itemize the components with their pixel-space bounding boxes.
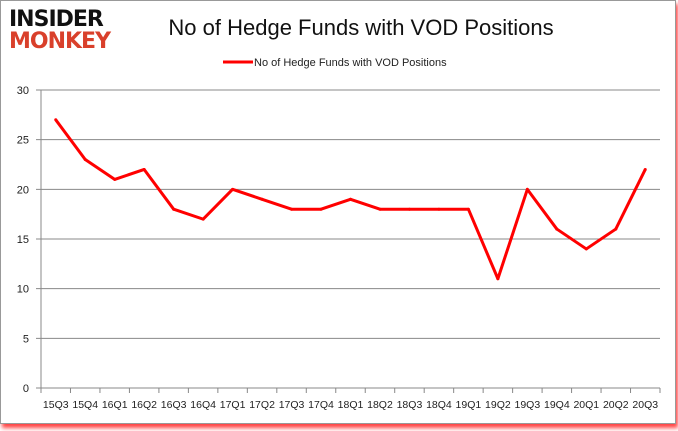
data-point [142,167,146,171]
x-tick-label: 19Q2 [485,399,511,411]
x-tick-label: 17Q4 [308,399,334,411]
data-point [201,217,205,221]
legend-label: No of Hedge Funds with VOD Positions [254,57,447,69]
y-tick-label: 30 [17,85,29,97]
line-chart: 0 5 10 15 20 25 30 15Q3 15Q4 16Q1 16Q2 16Q3 16Q4 17Q1… [17,57,661,411]
x-tick-label: 18Q1 [338,399,364,411]
x-tick-label: 20Q2 [603,399,629,411]
x-tick-label: 18Q4 [426,399,452,411]
x-tick-label: 16Q2 [131,399,157,411]
x-tick-label: 18Q3 [397,399,423,411]
data-point [319,207,323,211]
y-tick-label: 20 [17,184,29,196]
data-point [290,207,294,211]
chart-title: No of Hedge Funds with VOD Positions [168,15,554,40]
data-point [231,187,235,191]
data-point [260,197,264,201]
x-tick-label: 19Q4 [544,399,570,411]
logo-line1: INSIDER [9,7,104,32]
x-tick-label: 15Q4 [72,399,98,411]
x-tick-label: 16Q4 [190,399,216,411]
data-point [83,158,87,162]
x-tick-label: 20Q3 [632,399,658,411]
y-tick-label: 0 [23,383,29,395]
x-tick-label: 16Q1 [102,399,128,411]
data-point [584,247,588,251]
data-point [496,277,500,281]
x-tick-label: 17Q1 [220,399,246,411]
data-point [54,118,58,122]
x-tick-label: 17Q3 [279,399,305,411]
data-point [378,207,382,211]
data-point [466,207,470,211]
x-tick-label: 16Q3 [161,399,187,411]
x-tick-label: 19Q3 [515,399,541,411]
data-point [113,177,117,181]
logo-line2: MONKEY [9,29,111,54]
y-tick-label: 5 [23,333,29,345]
y-tick-label: 10 [17,284,29,296]
data-point [172,207,176,211]
y-tick-label: 25 [17,135,29,147]
data-point [349,197,352,201]
data-point [643,167,647,171]
x-tick-label: 18Q2 [367,399,393,411]
data-point [614,227,618,231]
x-tick-label: 20Q1 [573,399,599,411]
insider-monkey-logo: INSIDER MONKEY [9,7,111,54]
data-point [407,207,411,211]
x-tick-label: 19Q1 [456,399,482,411]
data-point [525,187,529,191]
y-tick-label: 15 [17,234,29,246]
x-tick-label: 17Q2 [249,399,275,411]
data-point [555,227,559,231]
data-point [437,207,441,211]
x-tick-label: 15Q3 [43,399,69,411]
